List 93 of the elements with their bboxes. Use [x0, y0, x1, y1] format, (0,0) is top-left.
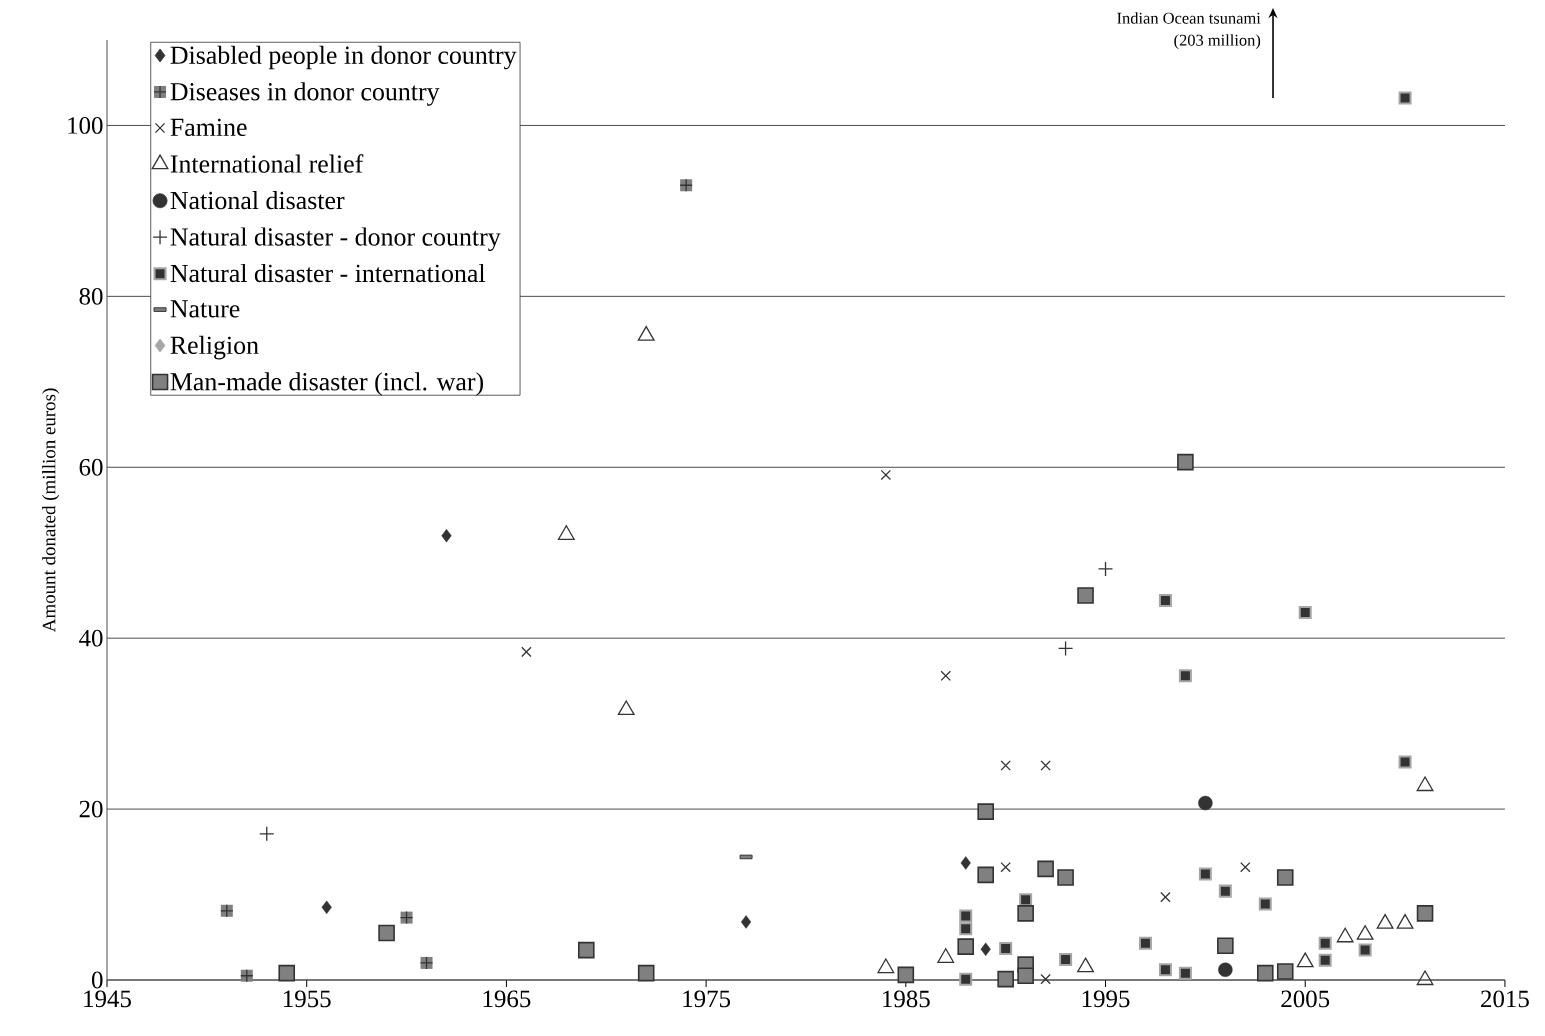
y-tick-label: 20 — [79, 800, 103, 818]
legend-label: Man-made disaster (incl. war) — [170, 372, 484, 396]
point — [321, 900, 332, 915]
point — [880, 469, 892, 481]
point — [1037, 860, 1054, 878]
point — [1138, 936, 1152, 950]
text: Indian Ocean tsunami — [1117, 12, 1261, 24]
point — [999, 941, 1013, 955]
point — [1298, 606, 1312, 620]
point — [1077, 957, 1094, 973]
annotation: (203 million) — [1174, 34, 1261, 50]
legend-label: Religion — [170, 335, 259, 360]
point — [278, 964, 296, 982]
point — [577, 941, 595, 959]
point — [977, 803, 994, 820]
point — [1017, 967, 1034, 985]
point — [957, 938, 975, 955]
point — [1177, 453, 1194, 471]
point — [997, 970, 1014, 988]
point — [1358, 943, 1372, 957]
legend-label: Disabled people in donor country — [170, 45, 517, 70]
point — [1017, 905, 1034, 922]
point — [1178, 669, 1192, 683]
point — [521, 646, 532, 658]
x-tick-label: 1995 — [1082, 990, 1130, 1008]
point — [977, 866, 994, 884]
point — [897, 966, 915, 984]
point — [1398, 755, 1412, 769]
point — [441, 528, 452, 543]
point — [617, 700, 635, 716]
x-tick-label: 1985 — [883, 990, 930, 1008]
y-tick-label: 60 — [79, 458, 103, 476]
point — [378, 924, 395, 942]
point — [1040, 760, 1051, 771]
point — [959, 972, 973, 986]
point — [1160, 891, 1171, 903]
y-tick-label: 0 — [91, 971, 103, 989]
x-tick-label: 1965 — [483, 990, 531, 1008]
x-tick-label: 1945 — [84, 990, 131, 1008]
point — [1318, 953, 1332, 967]
legend-label: Natural disaster - international — [170, 263, 486, 283]
y-tick-label: 100 — [68, 117, 103, 134]
point — [877, 958, 895, 974]
point — [1019, 893, 1033, 907]
point — [1276, 869, 1294, 886]
point — [1198, 867, 1212, 881]
point — [1158, 963, 1172, 977]
point — [1416, 776, 1434, 792]
y-tick-label: 80 — [79, 287, 103, 305]
point — [259, 826, 275, 842]
point — [1296, 952, 1314, 968]
point — [637, 964, 655, 982]
point — [1218, 962, 1233, 977]
point — [1398, 91, 1412, 105]
x-tick-label: 1955 — [283, 990, 331, 1008]
legend-label: Famine — [170, 118, 247, 137]
legend-label: Nature — [170, 300, 240, 318]
point — [1276, 963, 1294, 980]
legend-label: Natural disaster - donor country — [170, 227, 501, 252]
point — [1198, 795, 1213, 811]
legend-label: National disaster — [170, 191, 345, 210]
point — [1178, 966, 1192, 980]
legend-label: Diseases in donor country — [170, 82, 440, 106]
point — [1217, 937, 1234, 955]
point — [1040, 973, 1051, 985]
point — [1258, 897, 1272, 911]
legend-label: International relief — [170, 154, 364, 173]
point — [1416, 970, 1434, 986]
point — [1059, 952, 1073, 966]
point — [1356, 925, 1374, 940]
y-tick-label: 40 — [79, 629, 103, 647]
point — [959, 922, 973, 936]
x-tick-label: 2015 — [1481, 990, 1529, 1008]
point — [1057, 640, 1074, 657]
point — [1000, 760, 1011, 771]
point — [940, 670, 951, 682]
point — [980, 942, 991, 956]
point — [1097, 561, 1114, 577]
point — [1158, 594, 1172, 608]
point — [740, 915, 752, 929]
point — [1318, 936, 1332, 950]
point — [1057, 869, 1074, 886]
point — [1416, 905, 1434, 922]
point — [960, 856, 971, 870]
point — [1000, 861, 1011, 873]
point — [1077, 587, 1094, 604]
x-tick-label: 2005 — [1281, 990, 1330, 1008]
y-axis-title: Amount donated (million euros) — [42, 388, 60, 633]
point — [1256, 964, 1274, 982]
point — [1218, 884, 1232, 898]
point — [1240, 861, 1251, 873]
x-tick-label: 1975 — [683, 990, 731, 1008]
point — [959, 909, 973, 923]
